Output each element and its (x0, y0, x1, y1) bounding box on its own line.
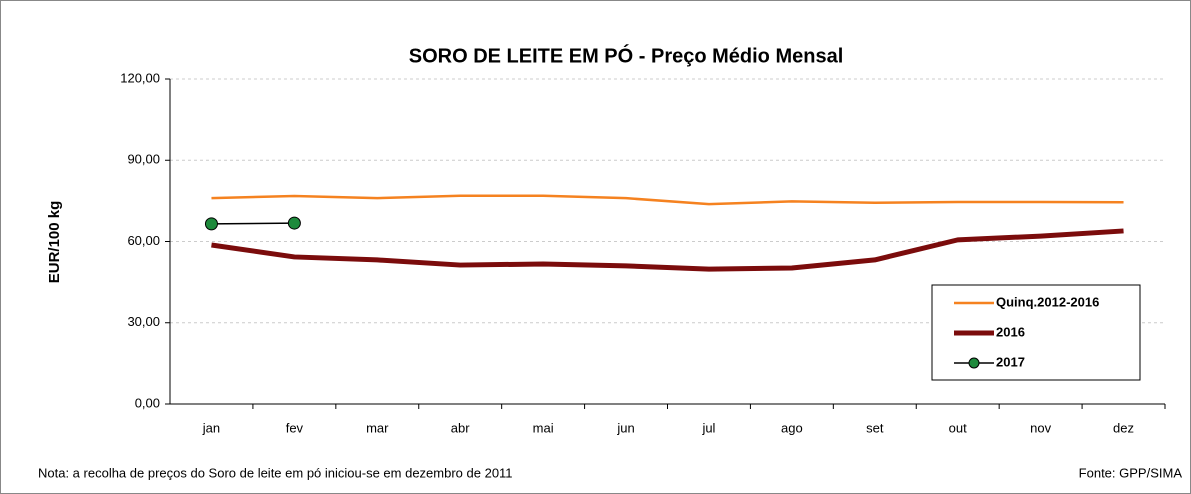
x-tick-label: jul (701, 420, 715, 435)
x-tick-label: ago (781, 420, 803, 435)
y-tick-label: 0,00 (135, 395, 160, 410)
x-tick-label: mai (533, 420, 554, 435)
marker (287, 216, 301, 230)
y-tick-label: 120,00 (120, 70, 160, 85)
x-tick-label: set (866, 420, 884, 435)
series-line (211, 222, 295, 225)
x-tick-label: abr (451, 420, 470, 435)
y-axis-label: EUR/100 kg (46, 201, 63, 284)
x-tick-label: dez (1113, 420, 1134, 435)
legend-label: 2017 (996, 354, 1025, 369)
legend-label: Quinq.2012-2016 (996, 294, 1099, 309)
x-tick-label: jan (202, 420, 220, 435)
legend-marker (968, 357, 980, 369)
x-tick-label: out (949, 420, 967, 435)
legend-label: 2016 (996, 324, 1025, 339)
series-line (211, 228, 1124, 272)
y-tick-label: 60,00 (127, 233, 160, 248)
chart-title: SORO DE LEITE EM PÓ - Preço Médio Mensal (409, 43, 844, 67)
x-tick-label: mar (366, 420, 389, 435)
series-line (211, 194, 1124, 206)
marker (204, 217, 218, 231)
x-tick-label: fev (286, 420, 304, 435)
source: Fonte: GPP/SIMA (1079, 465, 1183, 480)
x-tick-label: nov (1030, 420, 1051, 435)
x-tick-label: jun (616, 420, 634, 435)
y-tick-label: 90,00 (127, 152, 160, 167)
y-tick-label: 30,00 (127, 314, 160, 329)
note: Nota: a recolha de preços do Soro de lei… (38, 465, 513, 480)
